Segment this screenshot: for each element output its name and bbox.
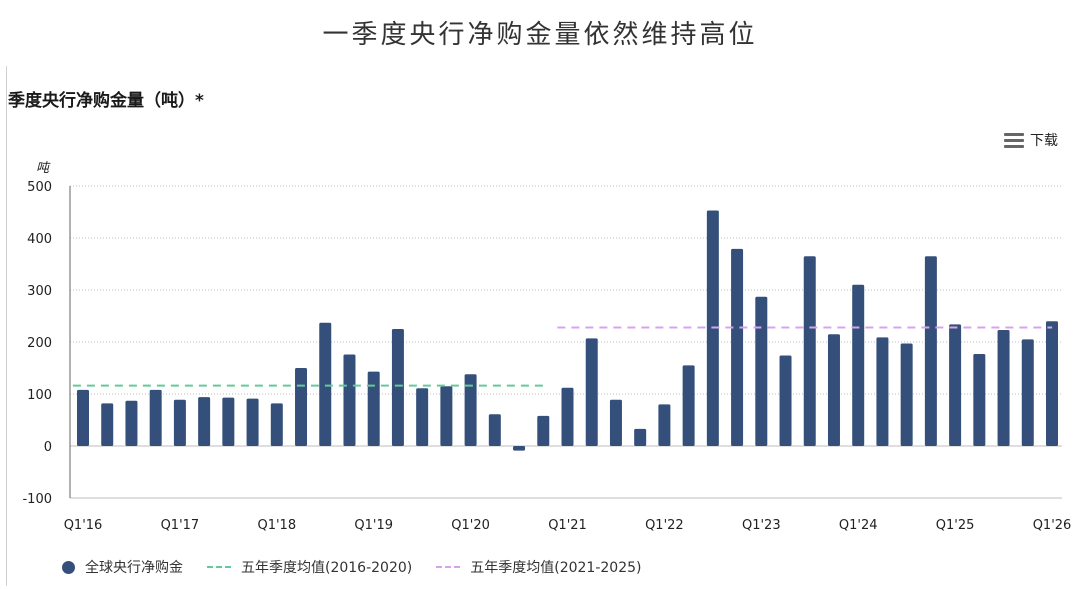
download-button[interactable]: 下载 [1004,130,1058,150]
legend-label-avg-2016-2020: 五年季度均值(2016-2020) [241,560,413,576]
y-tick-label: -100 [22,492,52,507]
y-tick-label: 400 [27,232,52,247]
bar-q3-16 [125,400,138,446]
reference-lines [72,326,1053,387]
bar-q2-23 [779,355,792,446]
bar-q3-20 [513,446,526,451]
bar-q1-25 [949,324,962,446]
bar-q3-24 [900,343,913,446]
bar-q1-17 [173,399,186,446]
bar-q4-21 [634,428,647,446]
bar-q3-19 [416,388,429,446]
x-tick-label: Q1'25 [936,518,975,533]
bar-q1-21 [561,387,574,446]
dashed-line-icon [436,566,461,568]
bar-q4-19 [440,386,453,446]
bar-q4-25 [1021,339,1034,446]
bar-q4-16 [149,389,162,446]
bar-q2-17 [198,397,211,446]
bar-q3-18 [319,322,332,446]
download-label: 下载 [1030,133,1058,149]
bar-q2-16 [101,403,114,446]
bar-q2-25 [973,353,986,446]
y-tick-label: 300 [27,284,52,299]
left-border-line [6,66,7,586]
y-axis-unit-label: 吨 [36,161,51,176]
bar-q2-20 [488,414,501,446]
bar-q3-17 [222,397,235,446]
x-tick-label: Q1'22 [645,518,684,533]
x-tick-label: Q1'16 [64,518,103,533]
legend-item-avg-2021-2025[interactable]: 五年季度均值(2021-2025) [436,557,641,577]
grid-lines [69,185,1062,499]
x-tick-label: Q1'20 [451,518,490,533]
bar-q4-24 [924,256,937,446]
x-tick-label: Q1'19 [354,518,393,533]
bar-q2-18 [295,368,308,446]
legend-label-series: 全球央行净购金 [85,560,183,576]
bars [77,210,1058,451]
y-tick-label: 500 [27,180,52,195]
dashed-line-icon [207,566,231,568]
x-tick-label: Q1'18 [257,518,296,533]
bar-q1-19 [367,371,380,446]
bar-q1-22 [658,404,671,446]
bar-q4-20 [537,415,550,446]
bar-q1-26 [1046,321,1058,446]
x-tick-label: Q1'24 [839,518,878,533]
bar-q4-23 [827,334,840,446]
bar-q1-23 [755,296,768,446]
bar-q3-25 [997,330,1010,446]
x-tick-label: Q1'23 [742,518,781,533]
chart-subtitle: 季度央行净购金量（吨）* [8,91,204,111]
bar-q3-21 [609,399,622,446]
y-axis-ticks: -100 0 100 200 300 400 500 [22,180,52,507]
bar-q1-24 [852,284,865,446]
legend-item-avg-2016-2020[interactable]: 五年季度均值(2016-2020) [207,557,412,577]
bar-q2-21 [585,338,598,446]
bar-q2-24 [876,337,889,446]
y-tick-label: 200 [27,336,52,351]
bar-q4-17 [246,398,259,446]
legend-label-avg-2021-2025: 五年季度均值(2021-2025) [470,560,642,576]
legend: 全球央行净购金 五年季度均值(2016-2020) 五年季度均值(2021-20… [62,557,665,577]
x-tick-label: Q1'21 [548,518,587,533]
legend-item-series[interactable]: 全球央行净购金 [62,557,183,577]
x-tick-label: Q1'17 [161,518,200,533]
bar-q1-18 [270,403,283,446]
page-title: 一季度央行净购金量依然维持高位 [322,20,758,50]
menu-icon [1004,132,1024,148]
bar-q3-23 [803,256,816,446]
bar-q4-22 [731,248,744,446]
bar-q2-22 [682,365,695,446]
bar-q1-20 [464,374,477,446]
y-tick-label: 100 [27,388,52,403]
bar-q2-19 [391,329,404,446]
bar-q4-18 [343,354,356,446]
x-tick-label: Q1'26 [1033,518,1072,533]
bar-q1-16 [77,389,89,446]
legend-dot-icon [62,560,75,574]
x-axis-ticks: Q1'16 Q1'17 Q1'18 Q1'19 Q1'20 Q1'21 Q1'22 Q1'23… [64,518,1072,533]
y-tick-label: 0 [44,440,52,455]
